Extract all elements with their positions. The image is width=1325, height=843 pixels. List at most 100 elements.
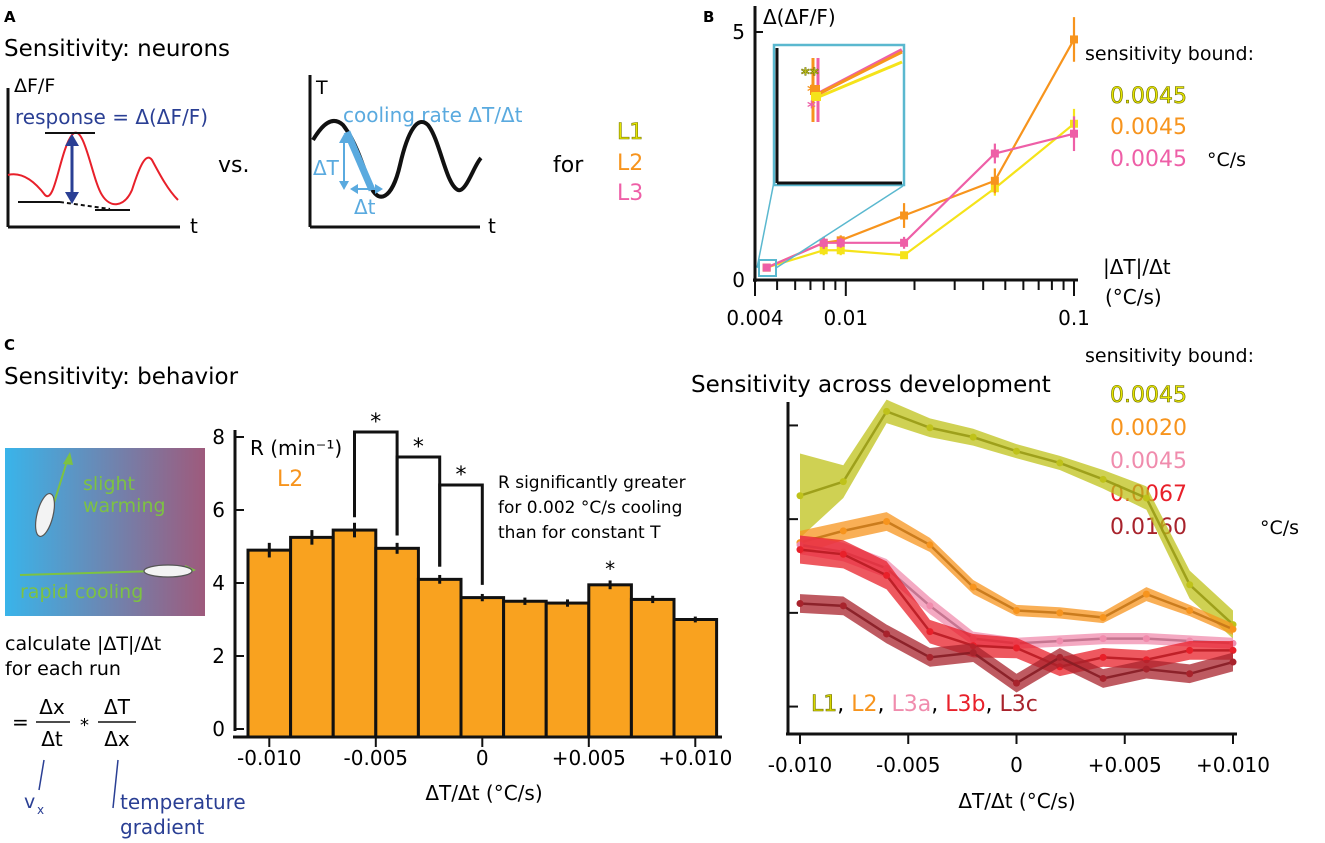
panel-development: Sensitivity across development sensitivi… — [691, 345, 1299, 813]
chart-d-point — [1013, 607, 1020, 615]
chart-b-point — [990, 176, 999, 185]
vx-subscript: x — [37, 803, 44, 817]
chart-b-point — [836, 238, 845, 247]
chart-b-x-label-2: (°C/s) — [1105, 285, 1162, 309]
chart-c-x-tick-label: +0.005 — [552, 746, 626, 770]
chart-c-bar — [587, 583, 633, 739]
c-stage-label: L2 — [277, 467, 303, 492]
chart-c-y-label: R (min⁻¹) — [250, 436, 342, 460]
for-label: for — [553, 153, 584, 178]
chart-d: -0.010 -0.005 0 +0.005 +0.010 ΔT/Δt (°C/s) — [768, 399, 1270, 813]
dev-bound-l3a: 0.0045 — [1110, 449, 1187, 474]
chart-c-bar — [459, 596, 506, 739]
chart-b-x-label-1: |ΔT|/Δt — [1103, 255, 1171, 279]
chart-c-bracket-star: * — [370, 410, 381, 435]
chart-d-point — [1229, 646, 1237, 654]
chart-d-point — [796, 546, 804, 554]
chart-d-point — [926, 653, 934, 661]
chart-d-point — [883, 407, 891, 415]
legend-sep-1: , — [837, 692, 851, 717]
calcium-trace — [7, 131, 179, 206]
inset-star-l2: * — [807, 82, 816, 102]
dff-axis-label: ΔF/F — [14, 75, 55, 97]
chart-d-point — [883, 571, 891, 579]
chart-d-point — [926, 602, 934, 610]
chart-c-bar — [502, 599, 548, 739]
c-note-line-1: R significantly greater — [498, 473, 686, 493]
cooling-rate-label: cooling rate ΔT/Δt — [343, 103, 523, 127]
dev-unit: °C/s — [1260, 517, 1299, 539]
chart-d-series-l1 — [796, 399, 1237, 639]
formula-num2: ΔT — [104, 695, 131, 719]
chart-c-bar — [246, 548, 293, 739]
chart-c-single-star: * — [605, 557, 615, 581]
chart-c-axes: 0 2 4 6 8 -0.010 -0.005 0 +0.005 +0.010 R (min⁻¹) Δ… — [212, 425, 732, 805]
chart-c-x-label: ΔT/Δt (°C/s) — [425, 781, 542, 805]
b-bound-l3: 0.0045 — [1110, 147, 1187, 172]
chart-d-point — [839, 527, 847, 535]
legend-l3b: L3b — [945, 692, 985, 717]
chart-d-point — [1142, 590, 1150, 598]
formula-times: * — [80, 715, 89, 736]
chart-b-y-label: Δ(ΔF/F) — [763, 5, 836, 29]
chart-d-x-tick-label: -0.005 — [876, 753, 940, 777]
b-unit: °C/s — [1207, 149, 1246, 171]
legend-sep-3: , — [931, 692, 945, 717]
chart-d-point — [1013, 644, 1020, 652]
chart-d-point — [1186, 646, 1194, 654]
chart-d-axes: -0.010 -0.005 0 +0.005 +0.010 ΔT/Δt (°C/s) — [768, 402, 1270, 813]
chart-d-point — [839, 550, 847, 558]
chart-b-point — [900, 238, 909, 247]
legend-l1: L1 — [811, 692, 837, 717]
chart-d-point — [1229, 625, 1237, 633]
larva-cooling-icon — [143, 564, 193, 578]
slight-label: slight — [83, 473, 135, 495]
inset-star-l1: ** — [801, 65, 819, 85]
chart-c-bracket — [438, 483, 484, 585]
b-bound-l1: 0.0045 — [1110, 84, 1187, 109]
stage-l1-label: L1 — [617, 120, 643, 145]
chart-d-band-l1 — [800, 399, 1233, 639]
formula-num1: Δx — [39, 695, 65, 719]
formula-den2: Δx — [104, 727, 130, 751]
chart-d-point — [883, 517, 891, 525]
chart-d-x-tick-label: +0.010 — [1196, 753, 1270, 777]
formula: = Δx Δt * ΔT Δx — [12, 695, 136, 751]
chart-c-bracket — [353, 430, 399, 536]
chart-b-point — [836, 246, 845, 255]
t-axis-label-1: t — [190, 214, 198, 238]
chart-b-x-tick-label: 0.01 — [824, 306, 869, 330]
chart-d-x-tick-label: 0 — [1010, 753, 1023, 777]
calc-line-2: for each run — [5, 658, 121, 680]
chart-c-bar — [331, 528, 378, 739]
chart-d-point — [969, 649, 977, 657]
chart-d-point — [926, 628, 934, 636]
chart-b-point — [819, 238, 828, 247]
chart-d-band-l3c — [800, 594, 1233, 693]
panel-a-title: Sensitivity: neurons — [4, 36, 230, 62]
vx-label: v — [24, 791, 35, 813]
chart-c-x-tick-label: 0 — [476, 746, 489, 770]
dev-bound-l2: 0.0020 — [1110, 416, 1187, 441]
chart-c-bar — [672, 618, 719, 739]
chart-b-point — [1070, 129, 1078, 138]
chart-c-y-tick-label: 6 — [212, 498, 225, 522]
c-note-line-2: for 0.002 °C/s cooling — [498, 498, 682, 518]
b-sensitivity-title: sensitivity bound: — [1085, 43, 1254, 65]
chart-c-bar — [544, 601, 591, 739]
dev-bound-l1: 0.0045 — [1110, 383, 1187, 408]
cooling-segment — [343, 130, 376, 192]
chart-c-bar — [416, 577, 463, 739]
chart-c-x-tick-label: -0.010 — [237, 746, 301, 770]
chart-d-point — [1099, 674, 1107, 682]
chart-d-band-l2 — [800, 512, 1233, 635]
chart-b-point — [900, 211, 909, 220]
chart-d-point — [1142, 665, 1150, 673]
calc-line-1: calculate |ΔT|/Δt — [5, 633, 161, 655]
chart-d-x-tick-label: -0.010 — [768, 753, 832, 777]
t-axis-label-2: t — [488, 214, 496, 238]
formula-equals: = — [12, 710, 29, 734]
chart-b-point — [990, 149, 999, 158]
chart-d-point — [1186, 581, 1194, 589]
temperature-trace — [311, 119, 483, 199]
